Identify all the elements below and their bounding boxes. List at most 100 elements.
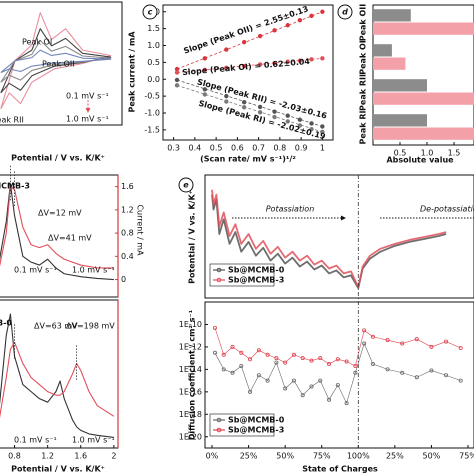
panel-letter-ring: [178, 177, 194, 193]
plot-frame: [204, 301, 474, 449]
data-point: [320, 124, 325, 129]
series-line: [0, 313, 114, 438]
series-line: [0, 186, 114, 269]
plot-frame: [162, 4, 334, 141]
category-label: Peak OII: [359, 4, 368, 42]
annotation: Sb@MCMB-3: [0, 182, 30, 191]
data-point: [318, 356, 323, 361]
x-tick-label: 0.5: [210, 144, 223, 153]
data-point: [256, 373, 261, 378]
x-axis-label: Absolute value: [386, 156, 454, 165]
legend-label: Sb@MCMB-3: [228, 276, 284, 285]
data-point: [224, 93, 229, 99]
data-point: [174, 83, 180, 88]
legend-label: Sb@MCMB-3: [228, 426, 284, 435]
x-axis-label: (Scan rate/ mV s⁻¹)¹/²: [200, 155, 296, 164]
annotation: Potassiation: [266, 205, 315, 214]
data-point: [444, 373, 449, 378]
annotation: 1.0 mV s⁻¹: [66, 115, 109, 124]
annotation: 1.0 mV s⁻¹: [72, 436, 115, 445]
annotation: ΔV=198 mV: [66, 322, 115, 331]
x-tick-label: 0.8: [8, 452, 21, 461]
x-tick-label: 50%: [276, 452, 294, 461]
y2-axis-label: Current / mA: [136, 204, 145, 256]
y2-tick-label: 1.6: [121, 182, 134, 191]
x-tick-label: 0.7: [252, 144, 265, 153]
data-point: [362, 328, 367, 333]
series-line: [0, 39, 112, 83]
data-point: [241, 39, 247, 45]
data-point: [224, 99, 229, 104]
data-point: [272, 28, 277, 33]
data-point: [444, 339, 449, 344]
data-point: [202, 56, 208, 61]
series-line: [0, 12, 112, 110]
data-point: [385, 367, 390, 372]
x-tick-label: 75%: [313, 452, 331, 461]
data-point: [285, 119, 290, 124]
data-point: [202, 92, 208, 97]
y2-tick-label: 1.2: [121, 205, 134, 214]
data-point: [309, 384, 314, 389]
data-point: [221, 352, 226, 357]
annotation: Slope (Peak RII) = -2.03±0.16: [196, 77, 328, 120]
series-line: [0, 49, 112, 74]
data-point: [241, 105, 247, 110]
data-point: [257, 62, 263, 67]
legend-box: [209, 413, 275, 437]
data-point: [458, 346, 463, 351]
data-point: [344, 359, 349, 364]
y-tick-label: 0.5: [147, 58, 160, 67]
y-tick-label: 1E-14: [179, 365, 202, 374]
data-point: [224, 47, 229, 52]
legend-marker: [216, 417, 222, 423]
plot-frame: [372, 4, 474, 146]
legend-box: [209, 263, 275, 287]
x-tick-label: 1.0: [421, 149, 434, 158]
category-label: Peak RII: [359, 74, 368, 111]
x-tick-label: 0.3: [167, 144, 180, 153]
data-point: [285, 113, 290, 118]
series-line: [211, 189, 447, 289]
data-point: [239, 350, 244, 355]
annotation: Peak OI: [22, 38, 52, 47]
data-point: [257, 33, 263, 39]
data-point: [230, 344, 235, 349]
data-point: [202, 67, 208, 72]
data-point: [174, 70, 180, 75]
x-tick-label: 0.4: [189, 144, 202, 153]
data-point: [309, 358, 314, 363]
legend-label: Sb@MCMB-0: [228, 266, 285, 275]
annotation: 0.1 mV s⁻¹: [14, 436, 57, 445]
series-line: [0, 28, 112, 94]
series-line: [0, 183, 114, 281]
data-point: [248, 389, 253, 394]
y-tick-label: 1E-10: [179, 320, 202, 329]
series-line: [214, 342, 461, 404]
x-tick-label: 100%: [347, 452, 370, 461]
annotation: Peak RII: [0, 116, 24, 125]
data-point: [272, 114, 277, 120]
y-tick-label: 1.0: [147, 41, 160, 50]
data-point: [297, 123, 303, 128]
data-point: [429, 344, 434, 349]
x-tick-label: 0%: [206, 452, 219, 461]
data-point: [257, 110, 263, 115]
data-point: [458, 378, 463, 383]
data-point: [283, 386, 288, 391]
annotation: 0.1 mV s⁻¹: [66, 92, 109, 101]
annotation: Peak OII: [42, 60, 75, 69]
x-axis-label: Potential / V vs. K/K⁺: [11, 154, 105, 163]
data-point: [400, 370, 405, 375]
data-point: [300, 356, 305, 361]
data-point: [335, 383, 340, 388]
annotation: ΔV=12 mV: [38, 209, 82, 218]
data-point: [327, 397, 332, 402]
y-axis-label: Peak current / mA: [128, 31, 137, 113]
annotation: Sb@MCMB-0: [0, 319, 12, 328]
legend-marker: [216, 277, 222, 283]
data-point: [320, 129, 325, 135]
legend-marker: [216, 267, 222, 273]
data-point: [212, 350, 217, 355]
